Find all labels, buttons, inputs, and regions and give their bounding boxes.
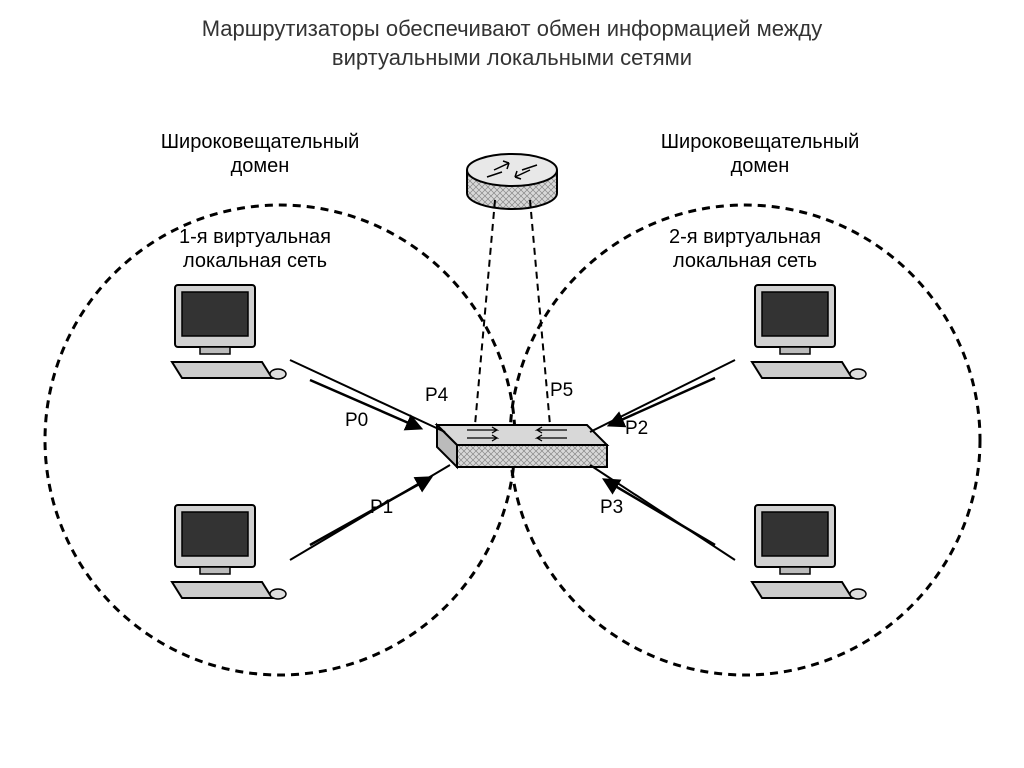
link-router-p4 [475,200,495,425]
port-p4-label: P4 [425,385,448,408]
computer-bottom-left-icon [172,505,286,599]
link-p2 [590,360,735,432]
broadcast-domain-left-label: Широковещательный домен [130,130,390,178]
broadcast-domain-right-label: Широковещательный домен [630,130,890,178]
switch-icon [437,425,607,467]
computer-top-right-icon [752,285,866,379]
computer-top-left-icon [172,285,286,379]
port-p3-label: P3 [600,497,623,520]
vlan1-label: 1-я виртуальная локальная сеть [150,225,360,273]
vlan2-label: 2-я виртуальная локальная сеть [640,225,850,273]
port-p2-label: P2 [625,418,648,441]
port-p5-label: P5 [550,380,573,403]
computer-bottom-right-icon [752,505,866,599]
port-p1-label: P1 [370,497,393,520]
port-p0-label: P0 [345,410,368,433]
router-icon [467,154,557,209]
diagram-canvas [0,0,1024,768]
